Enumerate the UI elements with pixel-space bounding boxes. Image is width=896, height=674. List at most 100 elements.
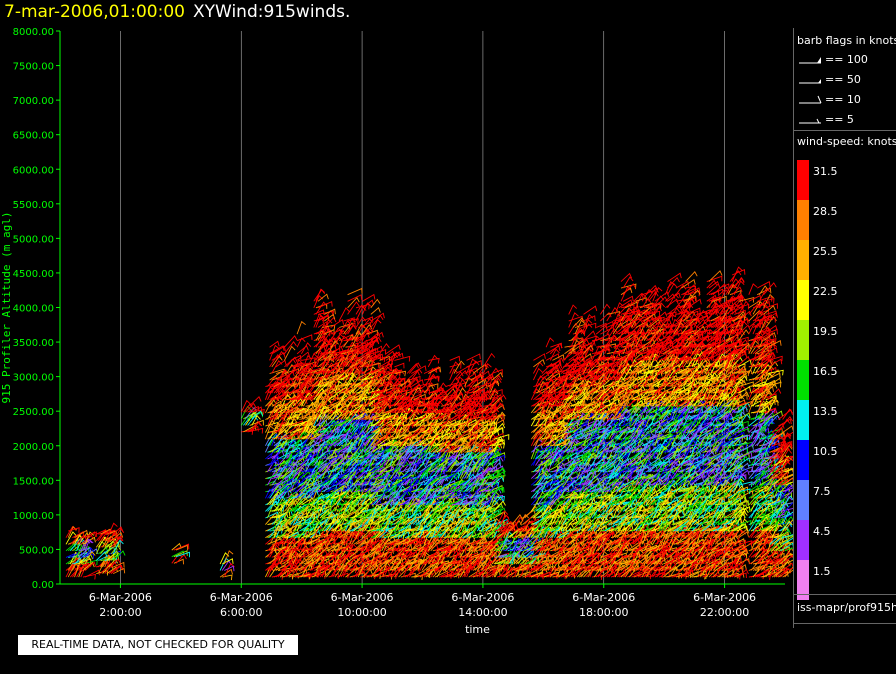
wind-barb — [282, 535, 296, 545]
wind-barb — [377, 388, 388, 394]
wind-barb — [483, 352, 496, 368]
wind-barb — [355, 355, 368, 368]
wind-barb — [353, 532, 365, 539]
wind-barb — [102, 529, 116, 536]
wind-barb — [315, 460, 325, 473]
wind-barb — [351, 449, 363, 460]
wind-barb — [428, 387, 444, 394]
wind-barb — [396, 488, 406, 499]
wind-barb — [370, 312, 385, 322]
wind-barb — [251, 421, 263, 433]
wind-barb — [334, 497, 345, 512]
wind-barb — [466, 505, 478, 519]
x-tick-date: 6-Mar-2006 — [572, 591, 635, 604]
x-tick-date: 6-Mar-2006 — [451, 591, 514, 604]
wind-barb — [445, 403, 458, 414]
wind-barb — [323, 338, 334, 354]
wind-barb — [110, 558, 121, 568]
wind-barb — [347, 296, 360, 309]
wind-barb — [389, 352, 404, 361]
wind-barb — [336, 444, 347, 460]
wind-barb — [370, 354, 380, 368]
wind-barb — [353, 396, 368, 402]
wind-barb — [301, 491, 312, 499]
wind-barb — [432, 395, 446, 402]
wind-barb — [487, 438, 503, 447]
wind-barb — [284, 356, 298, 368]
wind-barb — [317, 323, 328, 335]
wind-barb — [493, 394, 507, 407]
wind-barb — [280, 410, 294, 416]
wind-barb — [311, 471, 322, 486]
wind-barb — [427, 354, 439, 368]
wind-barb — [290, 534, 300, 545]
wind-barb — [330, 327, 342, 341]
wind-barb — [419, 435, 434, 447]
wind-barb — [281, 432, 296, 447]
wind-barb — [438, 570, 453, 578]
wind-barb — [368, 471, 379, 486]
wind-barb — [336, 528, 348, 538]
wind-barb — [432, 530, 443, 545]
wind-barb — [251, 414, 261, 426]
wind-barb — [478, 492, 492, 506]
wind-barb — [175, 544, 189, 551]
wind-barb — [443, 571, 455, 578]
wind-barb — [362, 293, 376, 302]
wind-barb — [251, 410, 263, 420]
wind-barb — [271, 352, 286, 361]
wind-barb — [65, 531, 77, 545]
wind-barb — [470, 374, 484, 387]
wind-barb — [319, 415, 330, 427]
wind-barb — [449, 533, 459, 545]
wind-barb — [286, 493, 296, 506]
wind-barb — [459, 423, 470, 433]
wind-barb — [353, 421, 366, 433]
wind-barb — [374, 515, 386, 532]
wind-barb — [468, 426, 481, 440]
wind-barb — [481, 557, 493, 571]
wind-barb — [439, 469, 453, 475]
wind-barb — [440, 549, 451, 565]
wind-barb — [223, 550, 234, 565]
wind-barb — [400, 516, 411, 525]
y-tick-label: 1500.00 — [13, 476, 54, 487]
wind-barb — [347, 324, 357, 335]
wind-barb — [427, 401, 438, 414]
wind-barb — [461, 483, 473, 499]
wind-barb — [361, 493, 372, 506]
wind-barb — [364, 417, 379, 427]
wind-barb — [301, 361, 316, 368]
wind-barb — [457, 419, 473, 427]
wind-barb — [286, 364, 296, 374]
wind-barb — [357, 470, 369, 479]
wind-barb — [415, 462, 427, 473]
wind-barb — [421, 426, 433, 440]
wind-barb — [334, 563, 348, 578]
wind-barb — [410, 456, 422, 473]
wind-barb — [303, 389, 313, 401]
wind-barb — [355, 323, 366, 335]
wind-barb — [468, 569, 481, 578]
wind-barb — [389, 501, 401, 512]
wind-barb — [462, 409, 476, 420]
wind-barb — [364, 362, 380, 368]
wind-barb — [286, 454, 296, 466]
wind-barb — [298, 467, 313, 479]
y-tick-label: 6500.00 — [13, 131, 54, 142]
wind-barb — [428, 357, 440, 364]
wind-barb — [311, 507, 325, 514]
wind-barb — [394, 516, 405, 525]
wind-barb — [375, 466, 386, 473]
wind-barb — [247, 405, 260, 413]
wind-barb — [290, 354, 302, 361]
wind-barb — [307, 572, 319, 578]
wind-barb — [362, 327, 374, 341]
wind-barb — [470, 524, 481, 538]
wind-barb — [485, 422, 498, 428]
wind-barb — [487, 414, 499, 427]
wind-barb — [284, 341, 297, 355]
wind-barb — [296, 407, 307, 420]
wind-barb — [309, 362, 319, 374]
wind-barb — [421, 532, 431, 545]
